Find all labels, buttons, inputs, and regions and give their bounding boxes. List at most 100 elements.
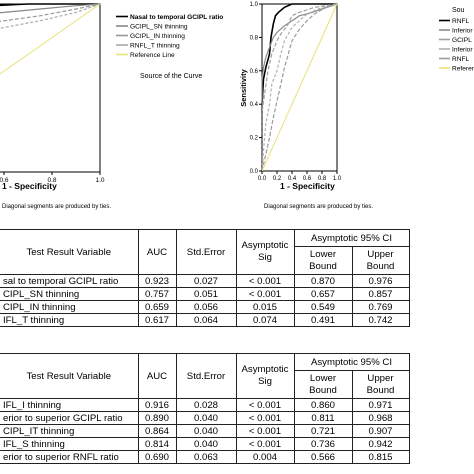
- x-tick-label: 0.4: [288, 176, 297, 182]
- right-y-axis-label: Sensitivity: [239, 68, 248, 106]
- cell-std-error: 0.040: [175, 411, 237, 425]
- series-line: [0, 3, 100, 7]
- cell-auc: 0.923: [137, 274, 177, 288]
- legend-entry: Inferior: [452, 28, 473, 35]
- x-tick-label: 1.0: [333, 176, 342, 182]
- cell-sig: < 0.001: [235, 411, 295, 425]
- cell-lower-bound: 0.811: [293, 411, 353, 425]
- cell-lower-bound: 0.870: [293, 274, 353, 288]
- x-tick-label: 0.8: [318, 176, 327, 182]
- table-row: IFL_T thinning 0.617 0.064 0.074 0.491 0.742: [0, 313, 410, 327]
- cell-upper-bound: 0.942: [351, 437, 410, 451]
- y-tick-label: 0.8: [250, 35, 259, 41]
- cell-upper-bound: 0.907: [351, 424, 410, 438]
- legend-entry: RNFL: [452, 56, 470, 63]
- x-tick-label: 0.2: [273, 176, 282, 182]
- header-std-error: Std.Error: [175, 353, 237, 399]
- cell-auc: 0.916: [137, 398, 177, 412]
- cell-sig: 0.015: [235, 300, 295, 314]
- right-y-ticks: 0.0 0.2 0.4 0.6 0.8 1.0: [250, 2, 262, 175]
- header-ci: Asymptotic 95% CI: [293, 229, 410, 247]
- cell-sig: < 0.001: [235, 287, 295, 301]
- right-x-axis-label: 1 - Specificity: [280, 181, 335, 191]
- y-tick-label: 0.0: [250, 169, 259, 175]
- cell-lower-bound: 0.566: [293, 450, 353, 464]
- cell-std-error: 0.051: [175, 287, 237, 301]
- left-plot-area: [0, 3, 101, 173]
- left-legend-title: Source of the Curve: [140, 73, 202, 80]
- y-tick-label: 0.2: [250, 136, 259, 142]
- series-line: [261, 3, 338, 172]
- left-footnote: Diagonal segments are produced by ties.: [2, 204, 111, 210]
- header-upper-bound: Upper Bound: [351, 246, 410, 275]
- legend-entry: GCIPL_IN thinning: [130, 33, 185, 40]
- legend-entry: Inferior: [452, 47, 473, 54]
- table-row: IFL_S thinning 0.814 0.040 < 0.001 0.736 0.94…: [0, 437, 410, 451]
- plot-frame: [0, 3, 101, 173]
- header-asymptotic-sig: Asymptotic Sig: [235, 353, 295, 399]
- cell-upper-bound: 0.971: [351, 398, 410, 412]
- y-tick-label: 0.4: [250, 102, 259, 108]
- cell-sig: 0.004: [235, 450, 295, 464]
- cell-auc: 0.690: [137, 450, 177, 464]
- y-tick-label: 0.6: [250, 69, 259, 75]
- cell-std-error: 0.063: [175, 450, 237, 464]
- x-tick-label: 0.8: [47, 177, 56, 184]
- cell-upper-bound: 0.742: [351, 313, 410, 327]
- cell-std-error: 0.056: [175, 300, 237, 314]
- legend-entry: GCIPL_SN thinning: [130, 24, 188, 31]
- header-lower-bound: Lower Bound: [293, 370, 353, 399]
- cell-lower-bound: 0.736: [293, 437, 353, 451]
- cell-auc: 0.617: [137, 313, 177, 327]
- right-legend: Sou RNFL Inferior GCIPL Inferior RNFL Referen: [439, 7, 474, 73]
- table-row: CIPL_SN thinning 0.757 0.051 < 0.001 0.657 0.…: [0, 287, 410, 301]
- cell-upper-bound: 0.815: [351, 450, 410, 464]
- roc-chart-right: 0.0 0.2 0.4 0.6 0.8 1.0 0.0 0.2 0.4 0.6 0.8 1.0 Se…: [239, 2, 474, 210]
- header-asymptotic-sig: Asymptotic Sig: [235, 229, 295, 275]
- cell-std-error: 0.040: [175, 437, 237, 451]
- cell-variable: CIPL_IN thinning: [0, 300, 139, 314]
- series-line: [0, 3, 101, 22]
- cell-sig: < 0.001: [235, 424, 295, 438]
- cell-variable: IFL_I thinning: [0, 398, 139, 412]
- cell-lower-bound: 0.860: [293, 398, 353, 412]
- y-tick-label: 1.0: [250, 2, 259, 8]
- cell-variable: CIPL_SN thinning: [0, 287, 139, 301]
- cell-variable: CIPL_IT thinning: [0, 424, 139, 438]
- cell-variable: sal to temporal GCIPL ratio: [0, 274, 139, 288]
- header-test-result-variable: Test Result Variable: [0, 353, 139, 399]
- table-row: IFL_I thinning 0.916 0.028 < 0.001 0.860 0.97…: [0, 398, 410, 412]
- roc-chart-left: 0.40.60.81.0 1 - Specificity Diagonal se…: [0, 3, 234, 210]
- legend-entry: Referen: [452, 66, 474, 73]
- table-row: CIPL_IN thinning 0.659 0.056 0.015 0.549 0.76…: [0, 300, 410, 314]
- right-footnote: Diagonal segments are produced by ties.: [264, 204, 373, 210]
- series-line: [261, 3, 338, 172]
- series-line: [0, 3, 101, 75]
- table-row: sal to temporal GCIPL ratio 0.923 0.027 < 0…: [0, 274, 410, 288]
- auc-table-1: Test Result Variable AUC Std.Error Asymp…: [0, 229, 410, 327]
- left-x-ticks: 0.40.60.81.0: [0, 172, 105, 184]
- cell-std-error: 0.040: [175, 424, 237, 438]
- series-line: [0, 3, 101, 29]
- right-x-ticks: 0.0 0.2 0.4 0.6 0.8 1.0: [258, 171, 342, 182]
- right-plot-area: [261, 3, 338, 172]
- series-line: [0, 3, 101, 14]
- left-legend: Nasal to temporal GCIPL ratio GCIPL_SN th…: [116, 10, 234, 80]
- table-row: erior to superior GCIPL ratio 0.890 0.040 <…: [0, 411, 410, 425]
- cell-auc: 0.659: [137, 300, 177, 314]
- legend-entry: Nasal to temporal GCIPL ratio: [130, 14, 223, 21]
- cell-upper-bound: 0.976: [351, 274, 410, 288]
- header-ci: Asymptotic 95% CI: [293, 353, 410, 371]
- cell-variable: IFL_S thinning: [0, 437, 139, 451]
- cell-variable: IFL_T thinning: [0, 313, 139, 327]
- legend-entry: RNFL: [452, 18, 470, 25]
- table-row: erior to superior RNFL ratio 0.690 0.063 0.…: [0, 450, 410, 464]
- x-tick-label: 0.6: [303, 176, 312, 182]
- header-lower-bound: Lower Bound: [293, 246, 353, 275]
- header-test-result-variable: Test Result Variable: [0, 229, 139, 275]
- cell-upper-bound: 0.857: [351, 287, 410, 301]
- cell-upper-bound: 0.769: [351, 300, 410, 314]
- series-line: [261, 3, 337, 171]
- cell-variable: erior to superior RNFL ratio: [0, 450, 139, 464]
- table-row: CIPL_IT thinning 0.864 0.040 < 0.001 0.721 0.…: [0, 424, 410, 438]
